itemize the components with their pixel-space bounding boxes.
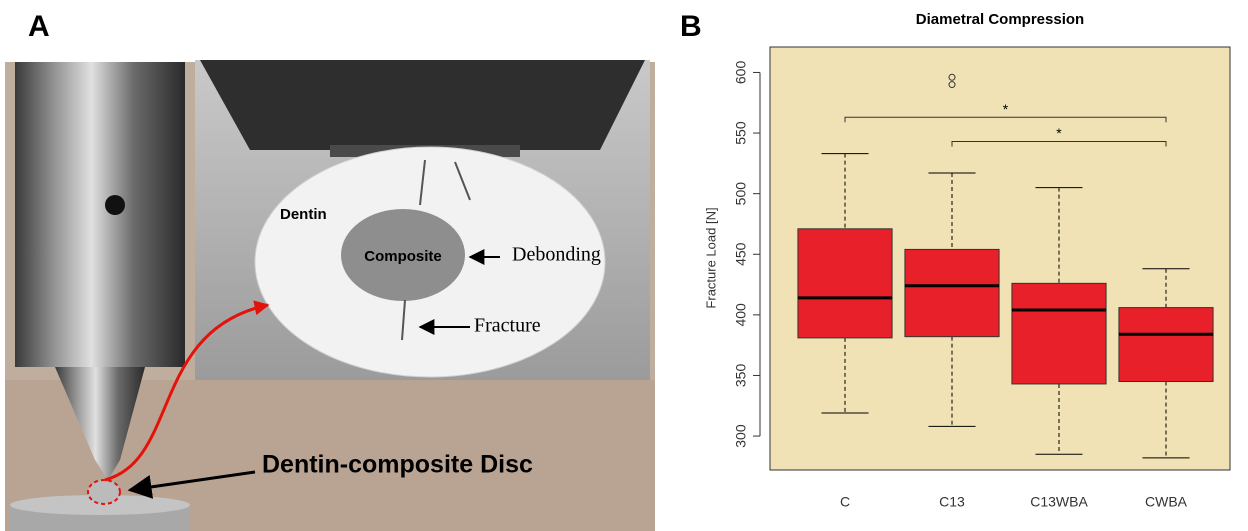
panel-label: B — [680, 10, 702, 43]
figure: A Dentin Composite Debonding Fracture De… — [0, 0, 1248, 531]
box — [1012, 283, 1106, 384]
box — [798, 229, 892, 338]
annotation: Dentin — [280, 206, 327, 223]
y-tick-label: 400 — [733, 303, 749, 327]
x-tick-label: C13 — [939, 494, 965, 510]
y-tick-label: 550 — [733, 121, 749, 145]
panel-label: A — [28, 10, 50, 43]
box — [1119, 308, 1213, 382]
y-tick-label: 350 — [733, 364, 749, 388]
significance-label: * — [1056, 125, 1062, 141]
y-tick-label: 300 — [733, 424, 749, 448]
box — [905, 249, 999, 336]
y-tick-label: 450 — [733, 242, 749, 266]
significance-label: * — [1003, 101, 1009, 117]
annotation: Composite — [364, 248, 442, 265]
x-tick-label: C — [840, 494, 850, 510]
annotation: Debonding — [512, 244, 601, 266]
y-tick-label: 600 — [733, 61, 749, 85]
y-axis-label: Fracture Load [N] — [703, 207, 718, 308]
y-tick-label: 500 — [733, 182, 749, 206]
annotation: Dentin-composite Disc — [262, 451, 533, 479]
x-tick-label: CWBA — [1145, 494, 1188, 510]
annotation: Fracture — [474, 315, 541, 337]
x-tick-label: C13WBA — [1030, 494, 1088, 510]
chart-title: Diametral Compression — [916, 11, 1084, 28]
